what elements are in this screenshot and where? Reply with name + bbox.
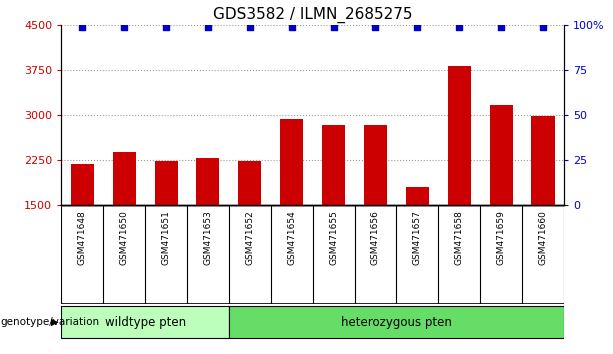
Point — [497, 24, 506, 29]
Title: GDS3582 / ILMN_2685275: GDS3582 / ILMN_2685275 — [213, 7, 413, 23]
Bar — [490, 105, 512, 205]
Bar — [61, 306, 229, 338]
Point — [329, 24, 338, 29]
Bar — [447, 66, 471, 205]
Point — [203, 24, 213, 29]
Text: GSM471656: GSM471656 — [371, 210, 380, 265]
Bar — [364, 125, 387, 205]
Bar — [280, 119, 303, 205]
Text: GSM471655: GSM471655 — [329, 210, 338, 265]
Bar — [531, 116, 555, 205]
Bar — [229, 306, 564, 338]
Text: GSM471660: GSM471660 — [538, 210, 547, 265]
Text: heterozygous pten: heterozygous pten — [341, 316, 452, 329]
Point — [413, 24, 422, 29]
Bar — [196, 158, 219, 205]
Point — [245, 24, 255, 29]
Text: GSM471652: GSM471652 — [245, 210, 254, 265]
Text: GSM471659: GSM471659 — [497, 210, 506, 265]
Point — [287, 24, 297, 29]
Bar — [113, 152, 135, 205]
Point — [77, 24, 87, 29]
Text: GSM471650: GSM471650 — [120, 210, 129, 265]
Point — [119, 24, 129, 29]
Point — [538, 24, 548, 29]
Text: GSM471658: GSM471658 — [455, 210, 464, 265]
Text: genotype/variation: genotype/variation — [0, 317, 99, 327]
Point — [454, 24, 464, 29]
Text: GSM471648: GSM471648 — [78, 210, 87, 265]
Point — [370, 24, 380, 29]
Text: GSM471654: GSM471654 — [287, 210, 296, 265]
Text: GSM471653: GSM471653 — [204, 210, 213, 265]
Text: ▶: ▶ — [51, 317, 58, 327]
Point — [161, 24, 171, 29]
Bar — [238, 161, 261, 205]
Text: GSM471651: GSM471651 — [161, 210, 170, 265]
Text: GSM471657: GSM471657 — [413, 210, 422, 265]
Bar — [322, 125, 345, 205]
Bar — [406, 187, 429, 205]
Bar — [154, 161, 178, 205]
Text: wildtype pten: wildtype pten — [104, 316, 186, 329]
Bar — [70, 164, 94, 205]
